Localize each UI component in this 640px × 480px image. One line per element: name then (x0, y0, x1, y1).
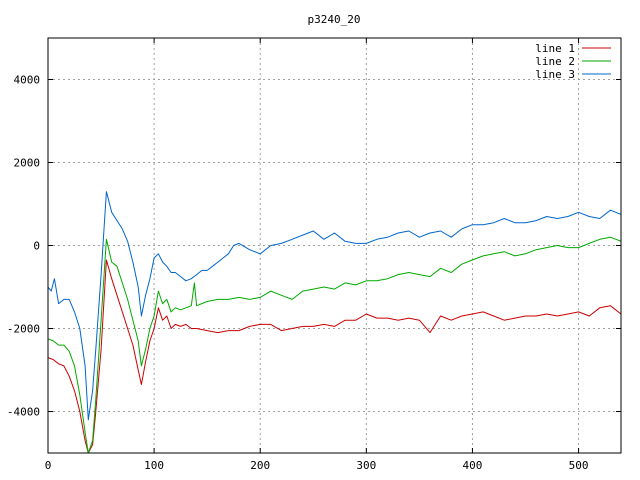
series-line-2 (48, 236, 621, 453)
chart-title: p3240_20 (308, 13, 361, 26)
series-line-1 (48, 259, 621, 453)
plot-frame (47, 37, 622, 454)
legend-label-3: line 3 (535, 68, 575, 81)
legend-label-2: line 2 (535, 55, 575, 68)
x-tick-label: 0 (45, 459, 52, 472)
y-tick-label: -2000 (7, 323, 40, 336)
series-line-3 (48, 191, 621, 421)
x-tick-label: 200 (250, 459, 270, 472)
series-lines (48, 191, 621, 453)
x-tick-label: 300 (356, 459, 376, 472)
y-tick-label: 2000 (14, 157, 41, 170)
legend-label-1: line 1 (535, 42, 575, 55)
x-tick-label: 100 (144, 459, 164, 472)
grid-lines (47, 38, 621, 453)
x-tick-label: 400 (463, 459, 483, 472)
x-tick-label: 500 (569, 459, 589, 472)
y-tick-label: 0 (33, 240, 40, 253)
y-tick-label: 4000 (14, 74, 41, 87)
axis-tick-labels: 0 100 200 300 400 500 -4000 -2000 0 2000 4000 (7, 74, 589, 473)
y-tick-label: -4000 (7, 406, 40, 419)
